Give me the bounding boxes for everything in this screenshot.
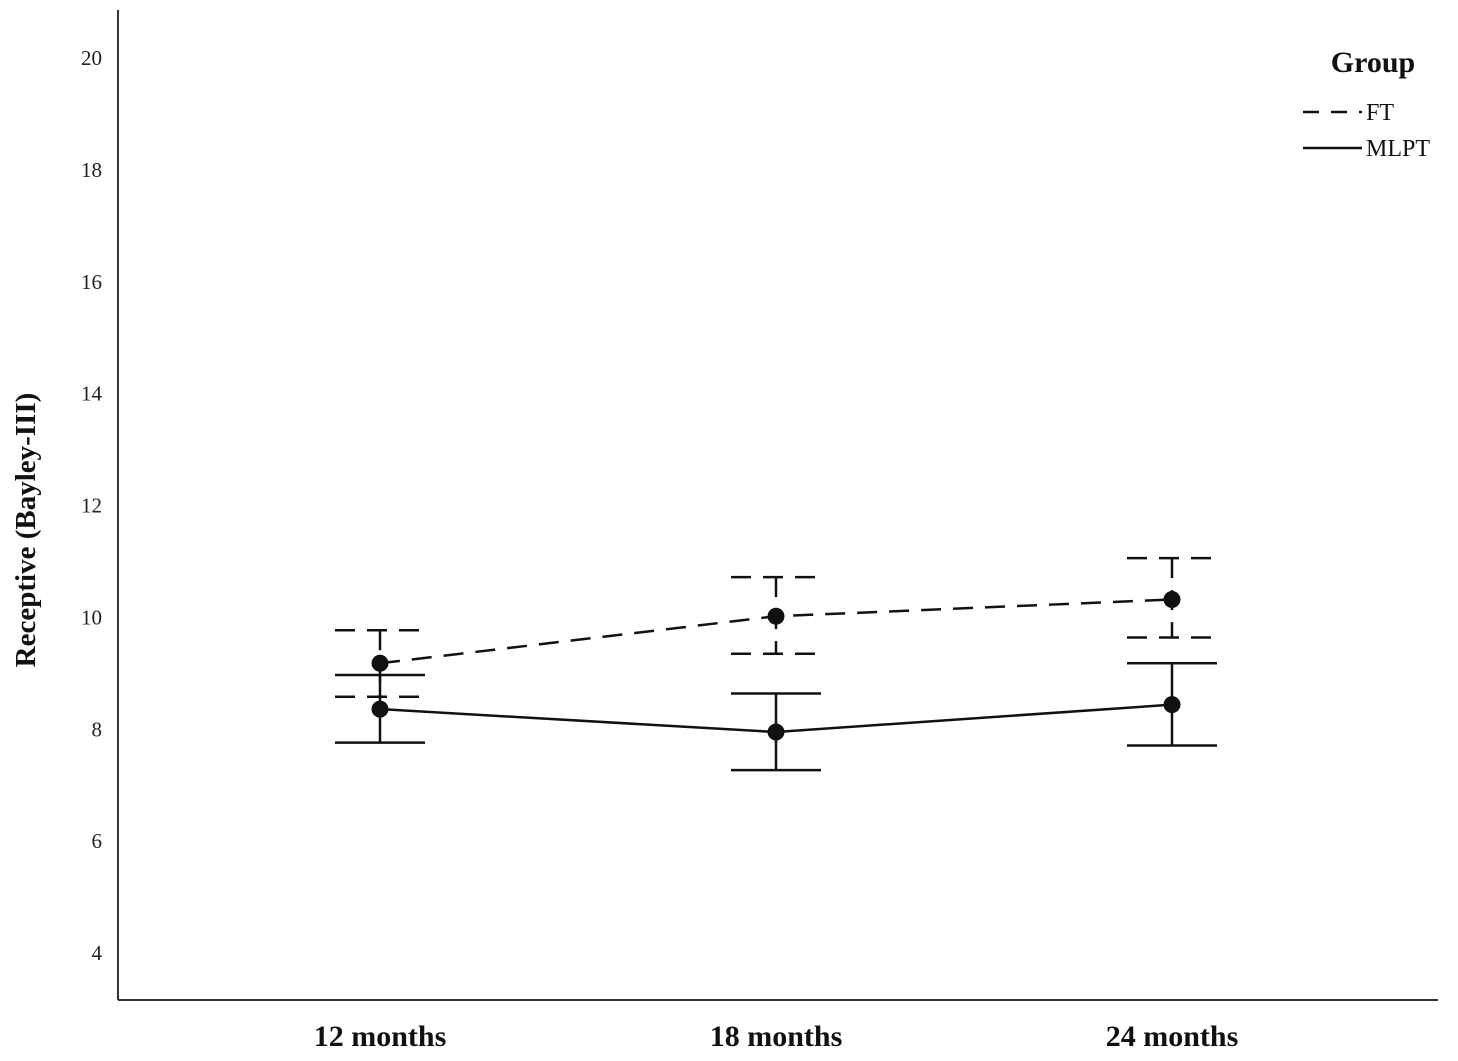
y-tick-label: 20 [81, 46, 102, 70]
y-tick-label: 10 [81, 605, 102, 629]
legend-item-ft: FT [1303, 100, 1394, 126]
data-point [767, 723, 785, 741]
data-point [371, 700, 389, 718]
y-axis-label: Receptive (Bayley-III) [10, 393, 42, 668]
data-point [371, 654, 389, 672]
data-point [767, 607, 785, 625]
axes [117, 10, 1438, 1001]
series-ft [335, 556, 1217, 699]
x-tick-label: 18 months [710, 1020, 843, 1053]
legend-label: MLPT [1366, 136, 1430, 162]
y-ticks: 4 6 8 10 12 14 16 18 20 [81, 46, 103, 965]
data-point [1163, 590, 1181, 608]
series-mlpt [335, 661, 1217, 772]
data-point [1163, 696, 1181, 714]
x-categories: 12 months 18 months 24 months [314, 1020, 1239, 1053]
y-tick-label: 8 [92, 717, 103, 741]
y-tick-label: 14 [81, 382, 103, 406]
y-tick-label: 4 [92, 941, 103, 965]
y-tick-label: 16 [81, 270, 102, 294]
legend: Group FT MLPT [1303, 46, 1430, 162]
x-tick-label: 12 months [314, 1020, 447, 1053]
legend-label: FT [1366, 100, 1394, 126]
y-tick-label: 6 [92, 829, 103, 853]
x-tick-label: 24 months [1106, 1020, 1239, 1053]
y-tick-label: 12 [81, 494, 102, 518]
legend-title: Group [1331, 46, 1415, 79]
series-layer [335, 556, 1217, 772]
legend-item-mlpt: MLPT [1303, 136, 1430, 162]
y-tick-label: 18 [81, 158, 102, 182]
